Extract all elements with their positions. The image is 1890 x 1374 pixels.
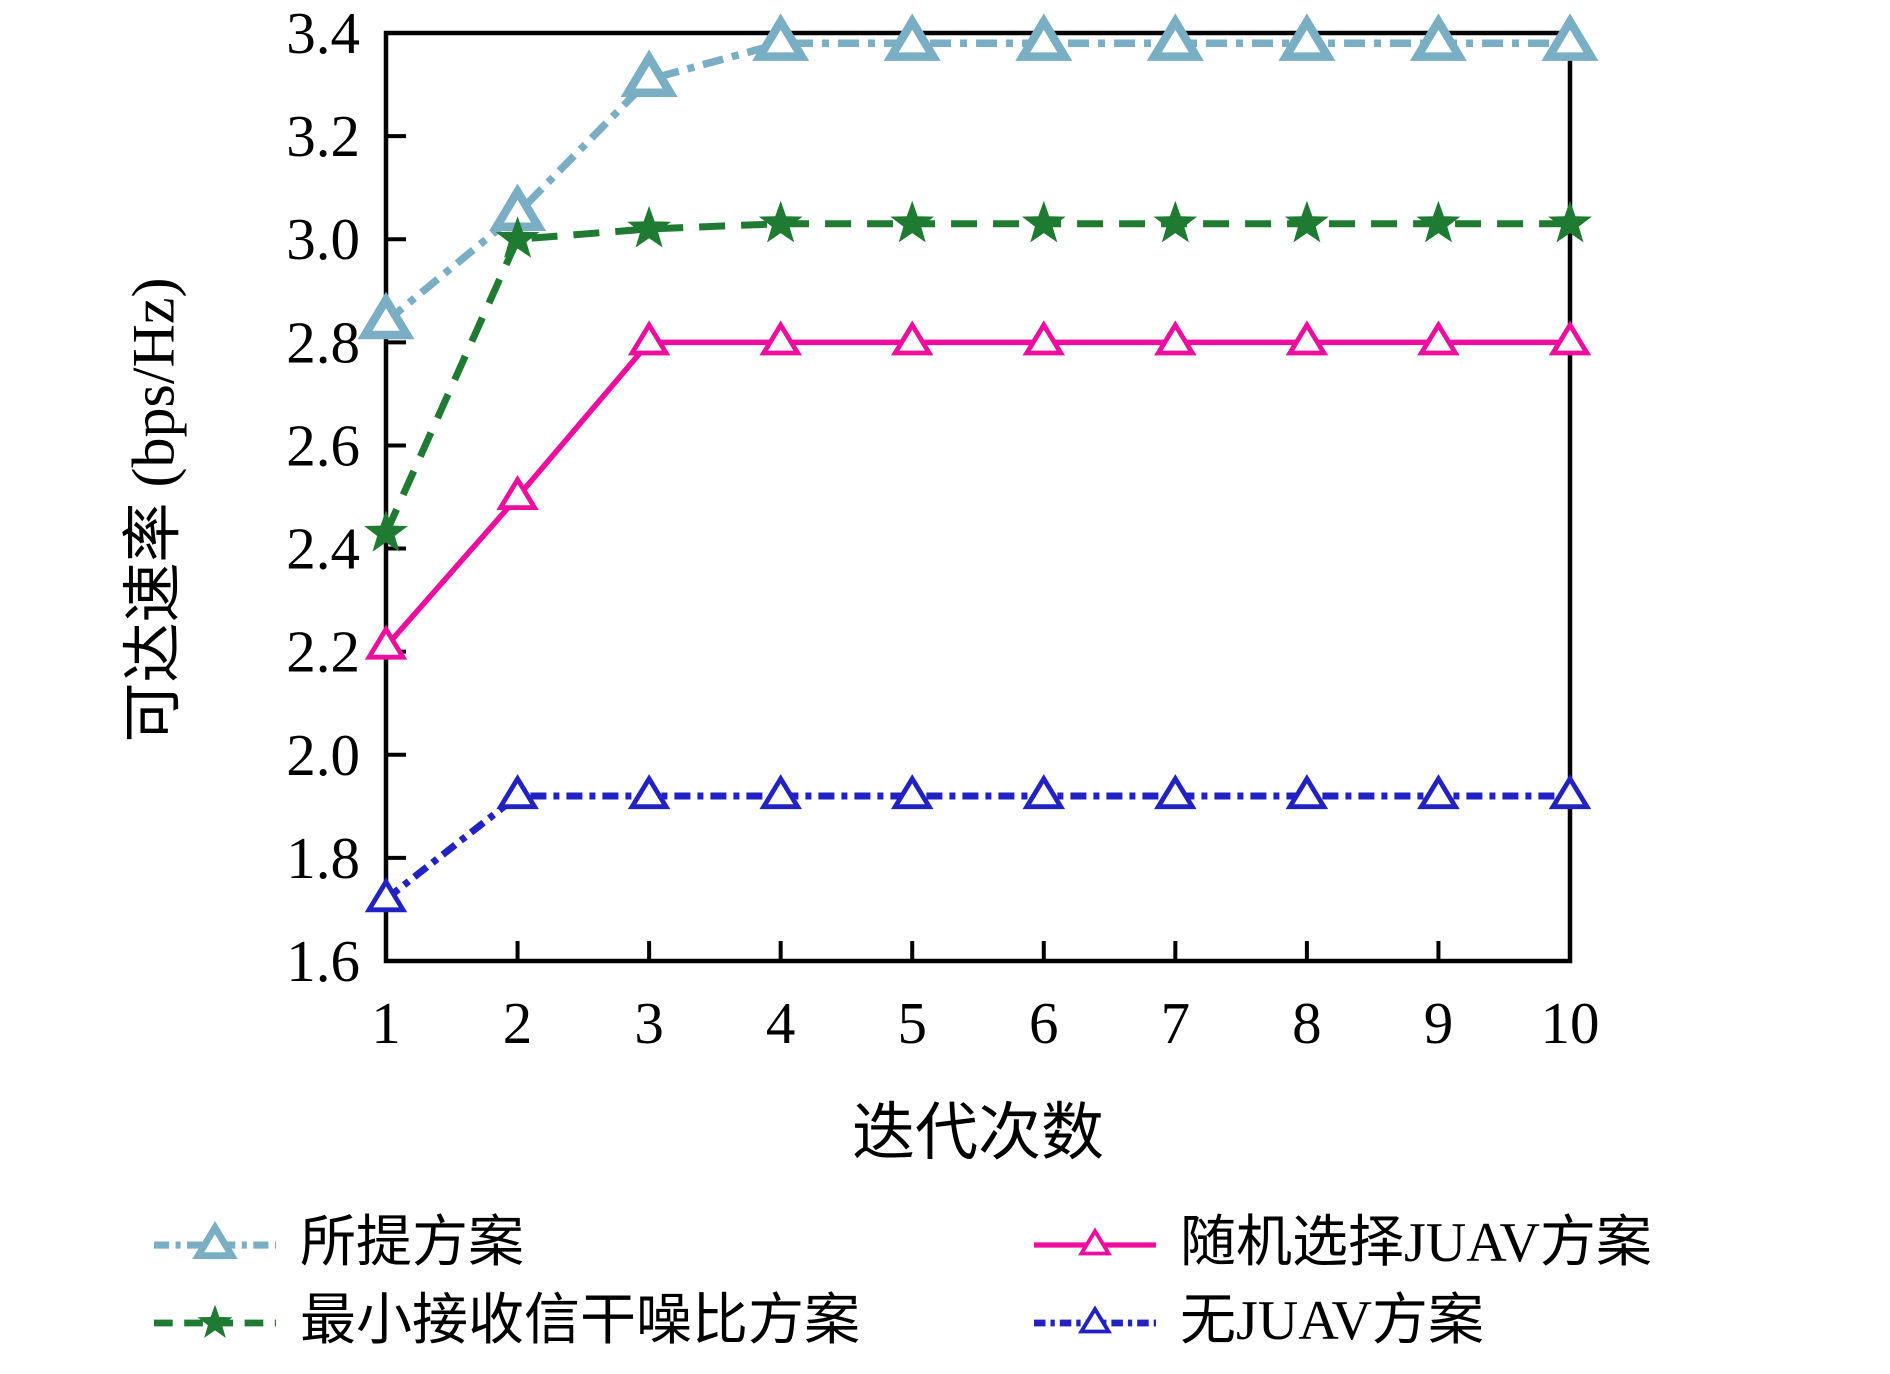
x-tick-label: 6 — [1029, 990, 1059, 1056]
y-tick-label: 1.8 — [286, 825, 360, 891]
x-tick-label: 3 — [634, 990, 664, 1056]
triangle-marker — [759, 320, 802, 356]
legend-label-no-juav: 无JUAV方案 — [1180, 1290, 1484, 1352]
star-marker — [758, 200, 803, 243]
star-marker — [1416, 200, 1461, 243]
y-tick-label: 1.6 — [286, 928, 360, 994]
x-tick-label: 5 — [897, 990, 927, 1056]
triangle-marker — [1154, 774, 1197, 810]
x-tick-label: 1 — [371, 990, 401, 1056]
y-tick-label: 2.0 — [286, 722, 360, 788]
legend: 所提方案 随机选择JUAV方案 最小接收信干噪比方案 无JUAV方案 — [152, 1208, 1852, 1356]
legend-sample-random-juav — [1032, 1219, 1158, 1267]
y-tick-label: 2.4 — [286, 516, 360, 582]
triangle-marker — [883, 13, 941, 61]
triangle-marker — [192, 1220, 238, 1259]
y-tick-label: 2.2 — [286, 619, 360, 685]
y-tick-label: 3.0 — [286, 206, 360, 272]
triangle-marker — [890, 774, 934, 810]
legend-item-random-juav: 随机选择JUAV方案 — [1032, 1208, 1852, 1278]
x-tick-label: 2 — [503, 990, 533, 1056]
x-axis-title: 迭代次数 — [852, 1098, 1104, 1168]
x-tick-label: 10 — [1541, 990, 1600, 1056]
triangle-marker — [1548, 320, 1592, 356]
legend-sample-proposed — [152, 1219, 278, 1267]
star-marker — [1153, 200, 1198, 243]
legend-label-min-sinr: 最小接收信干噪比方案 — [300, 1290, 860, 1352]
triangle-marker — [364, 624, 408, 660]
star-marker — [197, 1304, 233, 1338]
legend-line-sample — [154, 1220, 276, 1259]
triangle-marker — [357, 291, 415, 340]
triangle-marker — [1285, 774, 1329, 810]
triangle-marker — [759, 774, 802, 810]
series-line-0 — [383, 39, 1570, 325]
triangle-marker — [1417, 774, 1460, 810]
x-tick-label: 4 — [766, 990, 796, 1056]
triangle-marker — [1022, 774, 1066, 810]
plot-border — [383, 30, 1573, 964]
series-line-2 — [383, 339, 1570, 649]
legend-line-sample — [154, 1304, 276, 1338]
y-tick-label: 3.4 — [286, 0, 360, 66]
star-marker — [1021, 200, 1066, 243]
x-tick-label: 9 — [1424, 990, 1454, 1056]
legend-line-sample — [1034, 1227, 1156, 1256]
triangle-marker — [1541, 13, 1599, 61]
triangle-marker — [1409, 13, 1467, 61]
y-tick-label: 2.6 — [286, 412, 360, 478]
legend-line-sample — [1034, 1305, 1156, 1334]
triangle-marker — [620, 49, 678, 97]
triangle-marker — [627, 320, 671, 356]
star-marker — [1548, 200, 1592, 243]
triangle-marker — [752, 13, 810, 61]
triangle-marker — [364, 877, 408, 913]
triangle-marker — [1285, 320, 1329, 356]
triangle-marker — [1146, 13, 1204, 61]
legend-label-proposed: 所提方案 — [300, 1212, 524, 1274]
x-tick-label: 8 — [1292, 990, 1322, 1056]
triangle-marker — [1278, 13, 1336, 61]
triangle-marker — [1548, 774, 1592, 810]
x-tick-label: 7 — [1161, 990, 1191, 1056]
triangle-marker — [890, 320, 934, 356]
triangle-marker — [496, 474, 539, 511]
legend-item-proposed: 所提方案 — [152, 1208, 1032, 1278]
y-axis-title: 可达速率 (bps/Hz) — [120, 277, 187, 743]
legend-sample-min-sinr — [152, 1297, 278, 1345]
legend-sample-no-juav — [1032, 1297, 1158, 1345]
y-tick-label: 3.2 — [286, 103, 360, 169]
star-marker — [890, 200, 935, 243]
y-tick-label: 2.8 — [286, 309, 360, 375]
legend-item-min-sinr: 最小接收信干噪比方案 — [152, 1286, 1032, 1356]
triangle-marker — [627, 774, 671, 810]
triangle-marker — [496, 774, 539, 810]
star-marker — [1285, 200, 1329, 243]
triangle-marker — [1022, 320, 1066, 356]
star-marker — [364, 510, 408, 552]
series-line-3 — [383, 792, 1570, 902]
star-marker — [495, 216, 540, 258]
star-marker — [627, 205, 671, 248]
triangle-marker — [1015, 13, 1073, 61]
triangle-marker — [1417, 320, 1460, 356]
triangle-marker — [1154, 320, 1197, 356]
triangle-marker — [1077, 1227, 1113, 1256]
legend-label-random-juav: 随机选择JUAV方案 — [1180, 1212, 1652, 1274]
triangle-marker — [1077, 1305, 1113, 1334]
series-line-1 — [382, 220, 1570, 535]
legend-item-no-juav: 无JUAV方案 — [1032, 1286, 1852, 1356]
